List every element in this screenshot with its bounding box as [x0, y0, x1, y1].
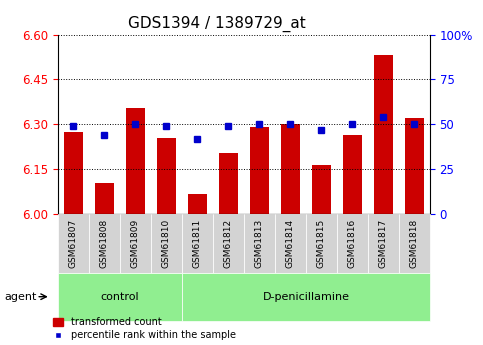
Bar	[126, 108, 145, 214]
Bar	[343, 135, 362, 214]
Text: GSM61814: GSM61814	[286, 219, 295, 268]
Bar	[281, 124, 300, 214]
Bar	[157, 138, 176, 214]
Legend: transformed count, percentile rank within the sample: transformed count, percentile rank withi…	[53, 317, 236, 340]
Bar	[250, 127, 269, 214]
Text: GDS1394 / 1389729_at: GDS1394 / 1389729_at	[128, 16, 306, 32]
Bar	[374, 56, 393, 214]
Bar	[64, 132, 83, 214]
Text: GSM61812: GSM61812	[224, 219, 233, 268]
Text: GSM61809: GSM61809	[131, 219, 140, 268]
Text: D-penicillamine: D-penicillamine	[262, 292, 349, 302]
Bar	[95, 183, 114, 214]
Text: GSM61816: GSM61816	[348, 219, 357, 268]
Text: GSM61807: GSM61807	[69, 219, 78, 268]
Bar	[219, 152, 238, 214]
Text: GSM61817: GSM61817	[379, 219, 388, 268]
Text: GSM61815: GSM61815	[317, 219, 326, 268]
Text: GSM61811: GSM61811	[193, 219, 202, 268]
Bar	[312, 165, 331, 214]
Bar	[188, 195, 207, 214]
Bar	[405, 118, 424, 214]
Text: control: control	[100, 292, 139, 302]
Text: GSM61810: GSM61810	[162, 219, 171, 268]
Text: GSM61818: GSM61818	[410, 219, 419, 268]
Text: GSM61813: GSM61813	[255, 219, 264, 268]
Text: GSM61808: GSM61808	[100, 219, 109, 268]
Text: agent: agent	[5, 292, 37, 302]
